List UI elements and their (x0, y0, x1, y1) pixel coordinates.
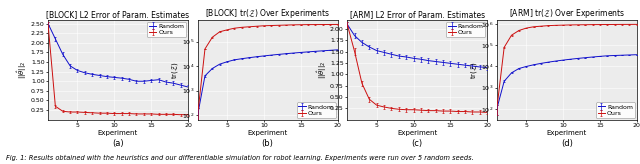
X-axis label: Experiment: Experiment (98, 130, 138, 136)
Text: (c): (c) (412, 139, 423, 148)
Title: [ARM] tr($\mathcal{Z}$) Over Experiments: [ARM] tr($\mathcal{Z}$) Over Experiments (509, 7, 625, 20)
Title: [BLOCK] tr($\mathcal{Z}$) Over Experiments: [BLOCK] tr($\mathcal{Z}$) Over Experimen… (205, 7, 330, 20)
Y-axis label: $||\hat{\theta}||_2$: $||\hat{\theta}||_2$ (16, 61, 29, 79)
Legend: Random, Ours: Random, Ours (147, 21, 186, 37)
X-axis label: Experiment: Experiment (547, 130, 587, 136)
Y-axis label: tr($\mathcal{Z}$): tr($\mathcal{Z}$) (469, 61, 479, 79)
X-axis label: Experiment: Experiment (248, 130, 288, 136)
X-axis label: Experiment: Experiment (397, 130, 437, 136)
Y-axis label: $||\hat{\theta}||_2$: $||\hat{\theta}||_2$ (316, 61, 328, 79)
Text: (d): (d) (561, 139, 573, 148)
Title: [ARM] L2 Error of Param. Estimates: [ARM] L2 Error of Param. Estimates (349, 10, 484, 19)
Legend: Random, Ours: Random, Ours (296, 102, 336, 118)
Legend: Random, Ours: Random, Ours (596, 102, 635, 118)
Y-axis label: tr($\mathcal{Z}$): tr($\mathcal{Z}$) (170, 61, 180, 79)
Text: (a): (a) (112, 139, 124, 148)
Text: (b): (b) (262, 139, 273, 148)
Text: Fig. 1: Results obtained with the heuristics and our differentiable simulation f: Fig. 1: Results obtained with the heuris… (6, 155, 474, 161)
Legend: Random, Ours: Random, Ours (446, 21, 485, 37)
Title: [BLOCK] L2 Error of Param. Estimates: [BLOCK] L2 Error of Param. Estimates (47, 10, 189, 19)
